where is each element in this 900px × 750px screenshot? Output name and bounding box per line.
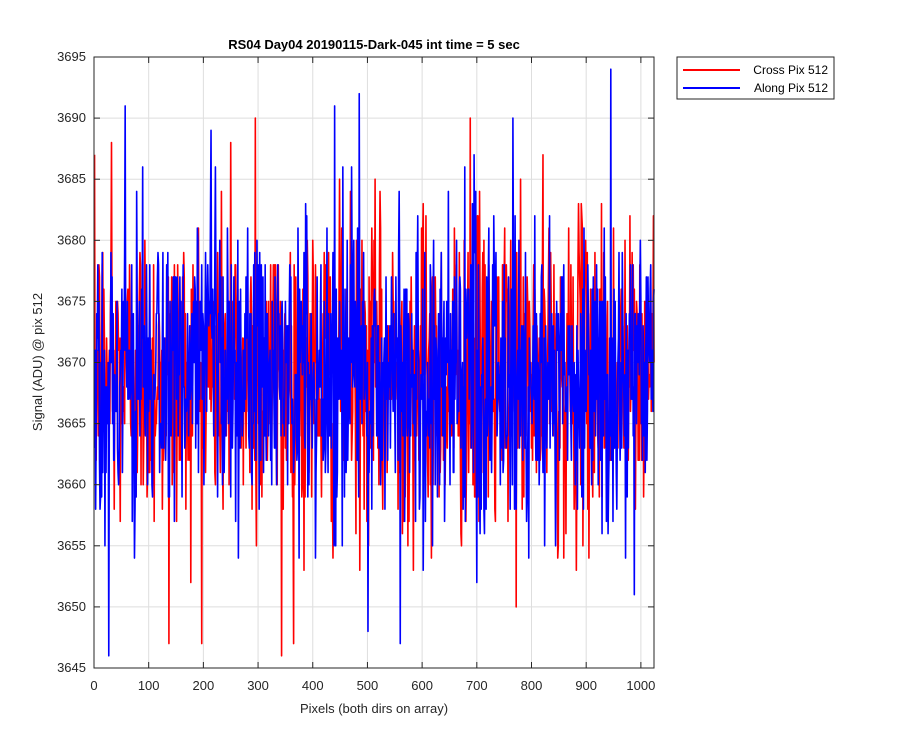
series-layer xyxy=(93,68,655,657)
x-tick-label: 300 xyxy=(247,678,269,693)
x-tick-label: 400 xyxy=(302,678,324,693)
x-tick-label: 1000 xyxy=(626,678,655,693)
x-tick-labels: 0 100 200 300 400 500 600 700 800 900 1000 xyxy=(90,678,655,693)
y-tick-label: 3665 xyxy=(57,416,86,431)
legend-label-along: Along Pix 512 xyxy=(754,81,828,95)
y-axis-label: Signal (ADU) @ pix 512 xyxy=(30,293,45,431)
y-tick-label: 3675 xyxy=(57,293,86,308)
legend: Cross Pix 512 Along Pix 512 xyxy=(676,56,835,100)
y-tick-label: 3655 xyxy=(57,538,86,553)
chart-title: RS04 Day04 20190115-Dark-045 int time = … xyxy=(228,37,520,52)
y-tick-label: 3680 xyxy=(57,232,86,247)
y-tick-label: 3670 xyxy=(57,355,86,370)
x-tick-label: 800 xyxy=(521,678,543,693)
series-line-along-pix-512 xyxy=(93,68,655,657)
y-tick-label: 3660 xyxy=(57,477,86,492)
legend-label-cross: Cross Pix 512 xyxy=(753,63,828,77)
legend-box xyxy=(676,56,835,100)
y-tick-label: 3685 xyxy=(57,171,86,186)
y-tick-label: 3645 xyxy=(57,660,86,675)
x-tick-label: 200 xyxy=(193,678,215,693)
x-tick-label: 100 xyxy=(138,678,160,693)
ticks xyxy=(93,56,654,669)
y-tick-label: 3695 xyxy=(57,49,86,64)
x-tick-label: 900 xyxy=(575,678,597,693)
x-tick-label: 0 xyxy=(90,678,97,693)
x-axis-label: Pixels (both dirs on array) xyxy=(300,701,448,716)
x-tick-label: 700 xyxy=(466,678,488,693)
x-tick-label: 600 xyxy=(411,678,433,693)
y-tick-label: 3650 xyxy=(57,599,86,614)
y-tick-labels: 3645 3650 3655 3660 3665 3670 3675 3680 3685 3690… xyxy=(57,49,86,675)
x-tick-label: 500 xyxy=(357,678,379,693)
y-tick-label: 3690 xyxy=(57,110,86,125)
